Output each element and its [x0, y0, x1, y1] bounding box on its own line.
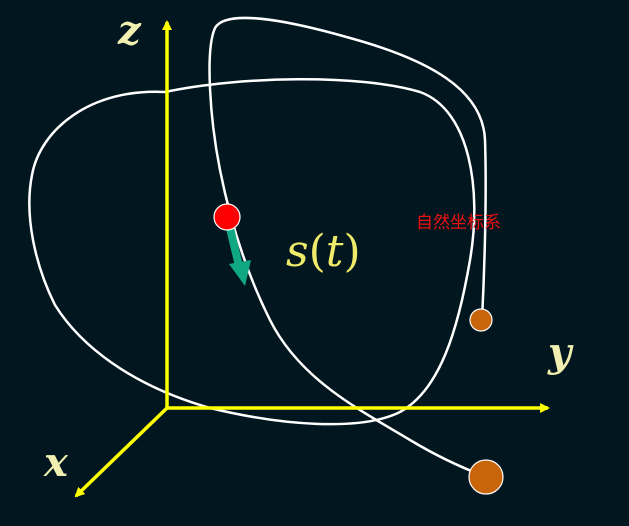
x-axis-label: x	[43, 439, 69, 486]
caption-label: 自然坐标系	[416, 213, 501, 233]
moving-point	[213, 203, 241, 231]
trajectory-start-point	[469, 308, 493, 332]
y-axis-label: y	[547, 329, 574, 376]
trajectory-curve	[208, 16, 487, 478]
curve-label: s(t)	[286, 226, 361, 277]
closed-loop-curve	[28, 78, 476, 426]
x-axis	[74, 406, 169, 498]
trajectory-end-point	[468, 459, 504, 495]
tangent-arrow	[225, 223, 251, 286]
z-axis-label: z	[117, 7, 142, 54]
